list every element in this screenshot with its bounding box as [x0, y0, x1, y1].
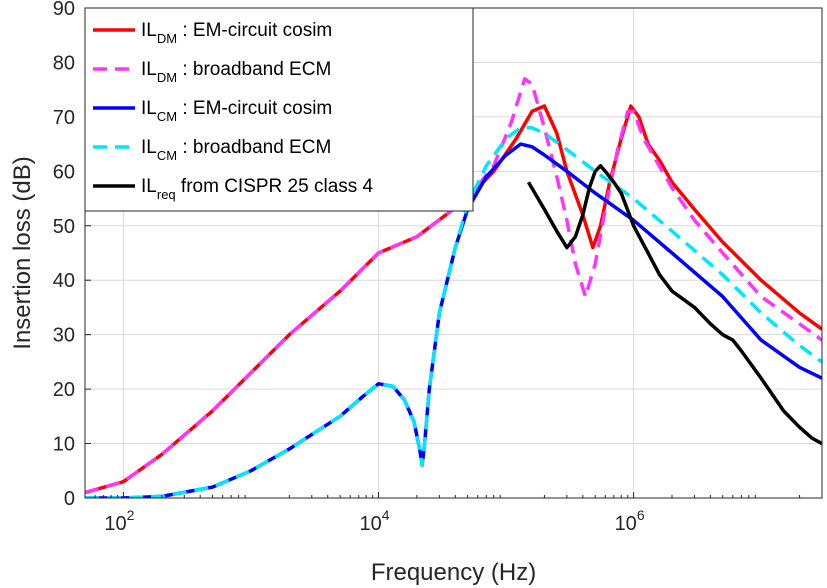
x-axis-label: Frequency (Hz): [371, 559, 536, 586]
legend-entry-main: IL: [141, 137, 157, 158]
x-tick-exponent: 4: [382, 507, 390, 523]
y-tick-label: 0: [64, 488, 75, 510]
legend-box: [84, 7, 474, 212]
x-tick-label: 106: [615, 507, 645, 535]
y-axis-label: Insertion loss (dB): [9, 156, 36, 349]
x-tick-base: 10: [104, 513, 126, 535]
legend-entry-main: IL: [141, 98, 157, 119]
x-tick-exponent: 6: [637, 507, 645, 523]
legend-entry: ILreq from CISPR 25 class 4: [141, 176, 374, 202]
x-tick-base: 10: [615, 513, 637, 535]
legend-entry-main: IL: [141, 176, 157, 197]
x-tick-label: 104: [359, 507, 389, 535]
legend-entry-subscript: req: [157, 187, 176, 202]
x-tick-exponent: 2: [127, 507, 135, 523]
x-tick-base: 10: [359, 513, 381, 535]
legend-entry-subscript: CM: [157, 109, 177, 124]
series-line-5: [526, 164, 822, 446]
y-tick-label: 80: [53, 52, 75, 74]
legend-entry-subscript: DM: [157, 31, 177, 46]
legend-entry-subscript: CM: [157, 148, 177, 163]
legend-entry: ILCM : broadband ECM: [141, 137, 331, 163]
legend-entry-rest: : broadband ECM: [177, 59, 331, 80]
y-tick-label: 50: [53, 216, 75, 238]
y-tick-label: 30: [53, 325, 75, 347]
legend-entry-subscript: DM: [157, 70, 177, 85]
y-tick-label: 90: [53, 0, 75, 20]
y-tick-label: 70: [53, 107, 75, 129]
legend-entry: ILCM : EM-circuit cosim: [141, 98, 332, 124]
x-tick-label: 102: [104, 507, 134, 535]
y-tick-label: 40: [53, 270, 75, 292]
series-lines: [85, 77, 822, 498]
legend-entry-main: IL: [141, 20, 157, 41]
series-line-4: [85, 126, 822, 498]
y-tick-label: 10: [53, 434, 75, 456]
series-line-2: [85, 77, 822, 495]
legend-entry: ILDM : EM-circuit cosim: [141, 20, 332, 46]
legend-entry: ILDM : broadband ECM: [141, 59, 331, 85]
legend-entry-main: IL: [141, 59, 157, 80]
y-tick-label: 60: [53, 161, 75, 183]
legend-entry-rest: from CISPR 25 class 4: [176, 176, 374, 197]
legend-entry-rest: : EM-circuit cosim: [177, 20, 332, 41]
legend-entry-rest: : EM-circuit cosim: [177, 98, 332, 119]
y-tick-label: 20: [53, 379, 75, 401]
legend-entry-rest: : broadband ECM: [177, 137, 331, 158]
